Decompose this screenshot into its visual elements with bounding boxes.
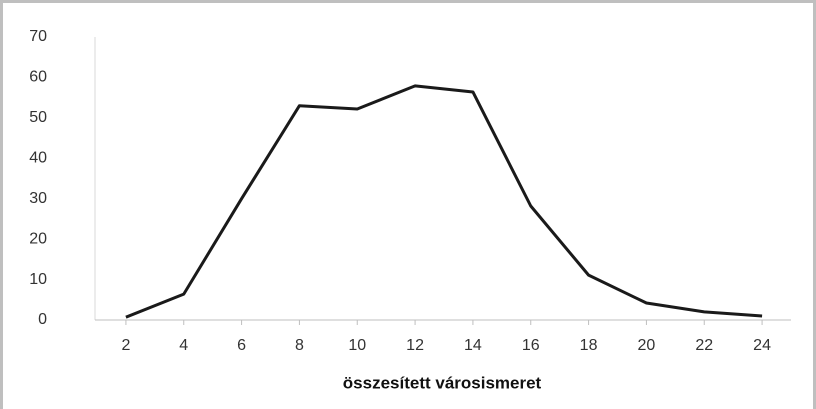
x-tick-label: 22 — [695, 337, 713, 354]
y-tick-label: 40 — [29, 150, 47, 167]
line — [125, 84, 763, 319]
x-axis-label: összesített városismeret — [343, 373, 542, 392]
y-tick-label: 60 — [29, 69, 47, 86]
y-tick-label: 50 — [29, 109, 47, 126]
x-tick-label: 12 — [406, 337, 424, 354]
x-tick-label: 16 — [522, 337, 540, 354]
x-tick-label: 18 — [580, 337, 598, 354]
x-tick-label: 6 — [237, 337, 246, 354]
x-tick-label: 8 — [295, 337, 304, 354]
y-tick-label: 0 — [38, 311, 47, 328]
x-tick-label: 10 — [348, 337, 366, 354]
y-tick-label: 10 — [29, 271, 47, 288]
y-tick-label: 20 — [29, 230, 47, 247]
x-tick-label: 14 — [464, 337, 482, 354]
y-tick-label: 70 — [29, 28, 47, 45]
x-tick-label: 4 — [179, 337, 188, 354]
x-tick-label: 24 — [753, 337, 771, 354]
x-tick-label: 20 — [638, 337, 656, 354]
x-tick-label: 2 — [121, 337, 130, 354]
y-tick-label: 30 — [29, 190, 47, 207]
